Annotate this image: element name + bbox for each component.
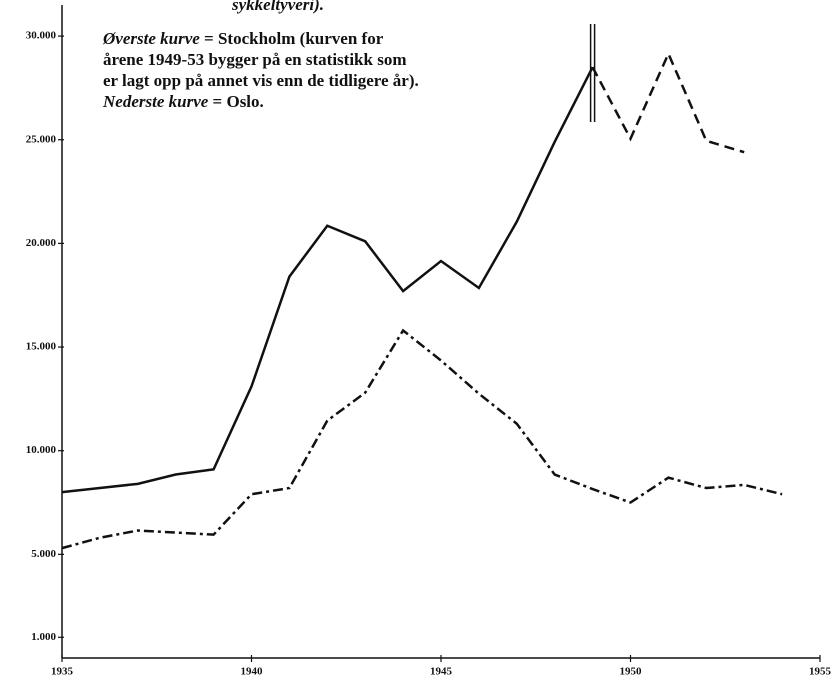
y-tick-label: 10.000 bbox=[26, 444, 57, 456]
note-segment: Nederste kurve bbox=[102, 92, 209, 111]
annotation: sykkeltyveri). bbox=[231, 0, 324, 14]
x-tick-label: 1950 bbox=[620, 666, 643, 678]
note-segment: = Stockholm (kurven for bbox=[200, 29, 384, 48]
x-tick-label: 1945 bbox=[430, 666, 453, 678]
note-line: Øverste kurve = Stockholm (kurven for bbox=[102, 29, 384, 48]
y-tick-label: 25.000 bbox=[26, 133, 57, 145]
note-line: er lagt opp på annet vis enn de tidliger… bbox=[103, 71, 419, 90]
y-tick-label: 30.000 bbox=[26, 30, 57, 42]
line bbox=[61, 328, 783, 550]
line bbox=[591, 50, 745, 154]
note-segment: årene 1949-53 bygger på en statistikk so… bbox=[103, 50, 407, 69]
y-tick-label: 20.000 bbox=[26, 237, 57, 249]
note-segment: er lagt opp på annet vis enn de tidliger… bbox=[103, 71, 419, 90]
x-tick-label: 1940 bbox=[241, 666, 264, 678]
y-tick-label: 1.000 bbox=[31, 631, 56, 643]
note-line: årene 1949-53 bygger på en statistikk so… bbox=[103, 50, 407, 69]
x-tick-label: 1935 bbox=[51, 666, 74, 678]
note-segment: Øverste kurve bbox=[102, 29, 200, 48]
note-segment: = Oslo. bbox=[208, 92, 264, 111]
y-tick-label: 15.000 bbox=[26, 341, 57, 353]
line bbox=[61, 66, 594, 494]
y-tick-label: 5.000 bbox=[31, 548, 56, 560]
x-tick-label: 1955 bbox=[809, 666, 832, 678]
note-line: Nederste kurve = Oslo. bbox=[102, 92, 264, 111]
